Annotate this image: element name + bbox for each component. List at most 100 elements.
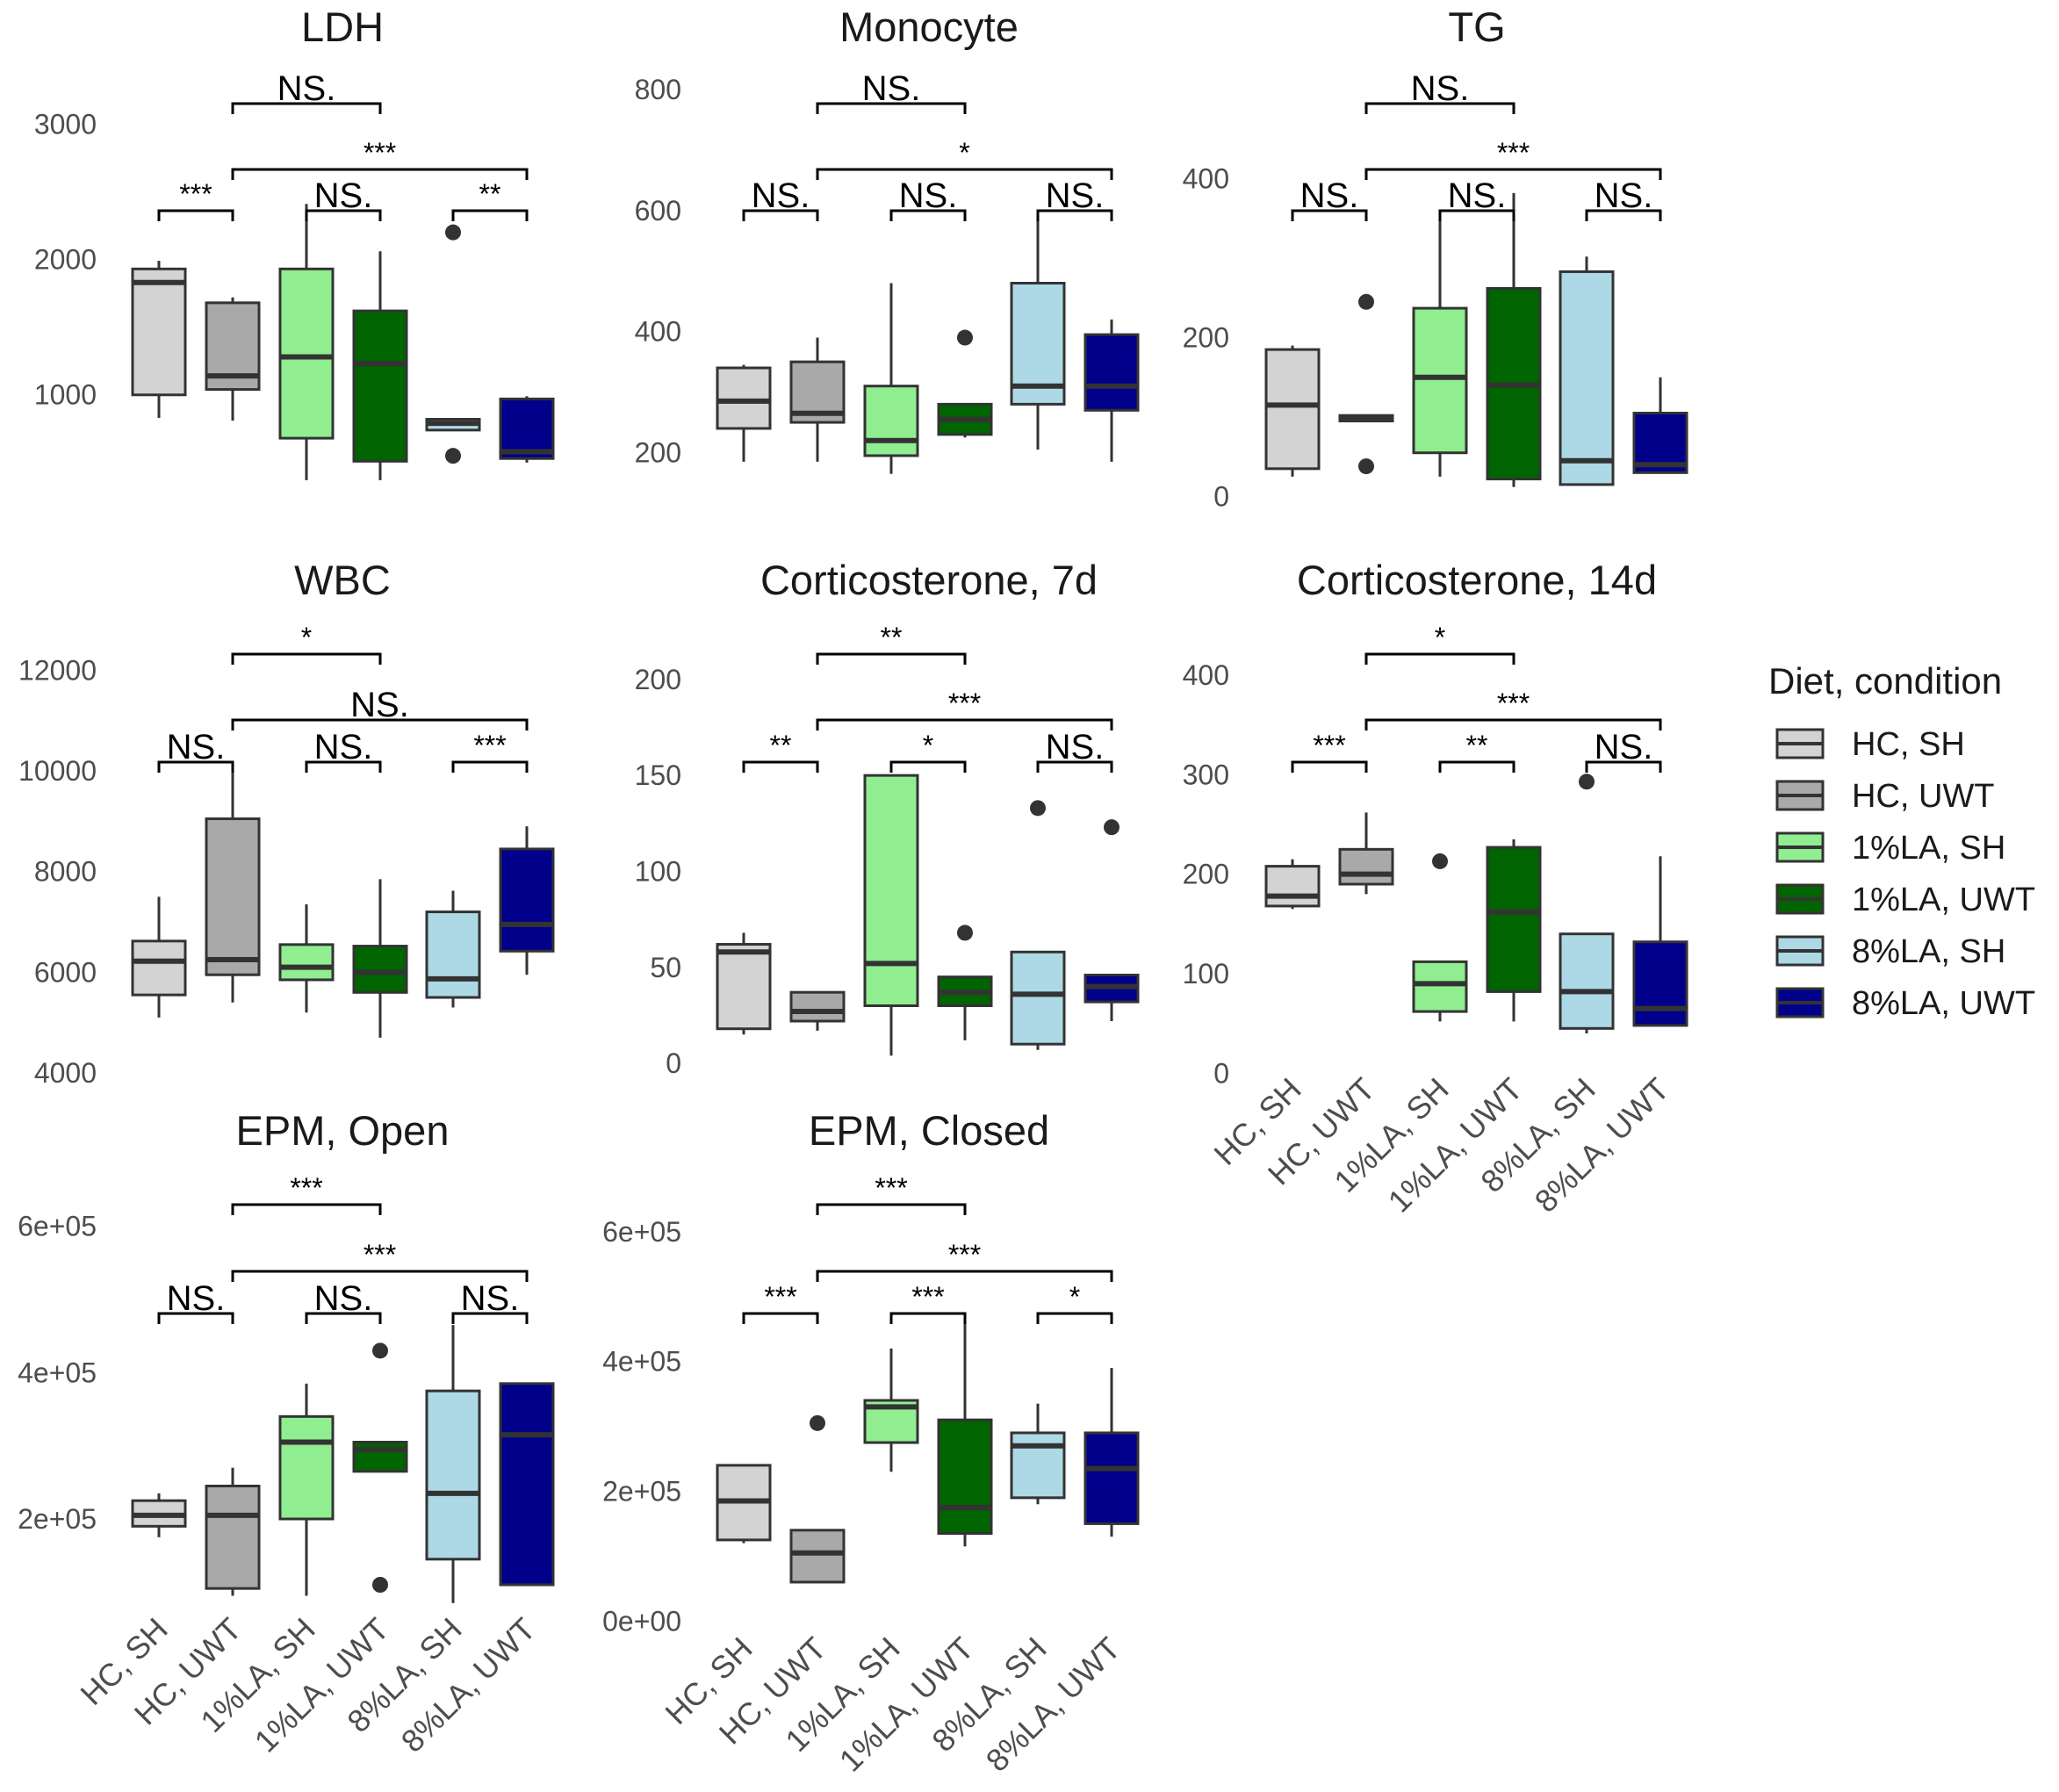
significance-label: NS.: [1300, 176, 1359, 215]
significance-bracket: ***: [231, 137, 529, 180]
significance-label: NS.: [1448, 176, 1507, 215]
box-hc-sh: [716, 364, 772, 462]
box-8-la-sh: [425, 224, 481, 464]
bracket-line: [889, 760, 967, 773]
significance-bracket: ***: [1364, 137, 1662, 180]
bracket-line: [451, 1312, 529, 1324]
bracket-line: [742, 209, 819, 221]
y-tick-label: 2e+05: [602, 1475, 681, 1507]
y-tick-label: 400: [1183, 163, 1229, 195]
bracket-line: [889, 209, 967, 221]
box-iqr: [789, 1529, 846, 1584]
panel-title: Corticosterone, 7d: [760, 557, 1098, 603]
box-iqr: [1559, 270, 1615, 486]
significance-bracket: ***: [742, 1281, 819, 1324]
box-iqr: [499, 397, 555, 460]
y-tick-label: 1000: [34, 379, 97, 411]
box-iqr: [1412, 960, 1468, 1013]
y-tick-label: 12000: [18, 654, 97, 686]
significance-bracket: NS.: [157, 1279, 234, 1324]
significance-bracket: ***: [231, 1172, 382, 1215]
y-tick-label: 6e+05: [602, 1216, 681, 1248]
legend-item: 1%LA, SH: [1775, 830, 2005, 867]
y-tick-label: 0: [1213, 1057, 1229, 1089]
panel-title: Corticosterone, 14d: [1297, 557, 1657, 603]
significance-label: NS.: [167, 728, 226, 766]
box-1-la-sh: [863, 774, 919, 1056]
bracket-line: [816, 168, 1113, 180]
significance-bracket: NS.: [1036, 728, 1113, 773]
significance-label: **: [770, 730, 792, 761]
box-iqr: [278, 1414, 335, 1521]
outlier-point: [1358, 293, 1374, 310]
significance-label: *: [1435, 622, 1445, 653]
box-1-la-uwt: [937, 925, 993, 1040]
legend-item: 1%LA, UWT: [1775, 882, 2035, 918]
legend: Diet, condition HC, SH HC, UWT 1%LA, SH 1%LA…: [1768, 660, 2035, 1022]
legend-label: 1%LA, UWT: [1852, 882, 2035, 918]
significance-bracket: *: [1364, 622, 1515, 665]
significance-bracket: *: [816, 137, 1113, 180]
significance-bracket: NS.: [1036, 176, 1113, 221]
box-1-la-uwt: [937, 1319, 993, 1547]
y-tick-label: 0e+00: [602, 1605, 681, 1637]
panel-4: WBC 4000 6000 8000 10000 12000 NS. NS. *** NS. *: [18, 557, 555, 1089]
y-tick-label: 100: [1183, 958, 1229, 990]
panel-title: LDH: [301, 4, 384, 50]
bracket-line: [1291, 760, 1368, 773]
significance-bracket: **: [1438, 730, 1515, 773]
y-tick-label: 400: [1183, 659, 1229, 691]
legend-item: HC, SH: [1775, 726, 1965, 763]
significance-label: NS.: [1595, 728, 1653, 766]
panel-title: WBC: [294, 557, 391, 603]
significance-bracket: ***: [1364, 687, 1662, 730]
box-8-la-uwt: [1632, 856, 1688, 1027]
legend-item: 8%LA, UWT: [1775, 985, 2035, 1022]
y-tick-label: 4000: [34, 1057, 97, 1089]
significance-bracket: *: [231, 622, 382, 665]
box-hc-sh: [131, 261, 187, 418]
bracket-line: [742, 760, 819, 773]
box-1-la-sh: [1412, 212, 1468, 477]
box-iqr: [278, 943, 335, 982]
significance-label: ***: [1497, 137, 1530, 169]
bracket-line: [742, 1312, 819, 1324]
bracket-line: [1364, 718, 1662, 730]
box-iqr: [1264, 865, 1321, 908]
box-iqr: [1338, 847, 1394, 886]
box-iqr: [425, 910, 481, 999]
significance-bracket: ***: [816, 687, 1113, 730]
significance-bracket: NS.: [305, 1279, 382, 1324]
outlier-point: [445, 224, 461, 241]
box-1-la-uwt: [1486, 192, 1542, 487]
box-iqr: [789, 990, 846, 1023]
box-8-la-sh: [425, 1325, 481, 1603]
y-tick-label: 200: [635, 664, 681, 695]
significance-label: ***: [473, 730, 506, 761]
box-iqr: [131, 267, 187, 397]
legend-label: 1%LA, SH: [1852, 830, 2005, 867]
significance-label: NS.: [1046, 176, 1105, 215]
bracket-line: [157, 209, 234, 221]
legend-title: Diet, condition: [1768, 660, 2002, 702]
bracket-line: [305, 1312, 382, 1324]
significance-label: *: [923, 730, 933, 761]
significance-label: *: [301, 622, 312, 653]
panel-3: TG 0 200 400 NS. NS. NS. *** NS.: [1183, 4, 1688, 512]
box-1-la-sh: [1412, 853, 1468, 1022]
significance-label: NS.: [862, 69, 921, 108]
bracket-line: [305, 760, 382, 773]
box-iqr: [205, 817, 261, 976]
outlier-point: [1104, 819, 1119, 836]
box-8-la-uwt: [1083, 819, 1140, 1021]
box-iqr: [863, 774, 919, 1007]
significance-label: **: [881, 622, 903, 653]
box-1-la-sh: [278, 903, 335, 1013]
bracket-line: [816, 718, 1113, 730]
panel-title: Monocyte: [839, 4, 1019, 50]
y-tick-label: 4e+05: [18, 1357, 97, 1388]
bracket-line: [451, 209, 529, 221]
significance-label: NS.: [350, 686, 409, 724]
